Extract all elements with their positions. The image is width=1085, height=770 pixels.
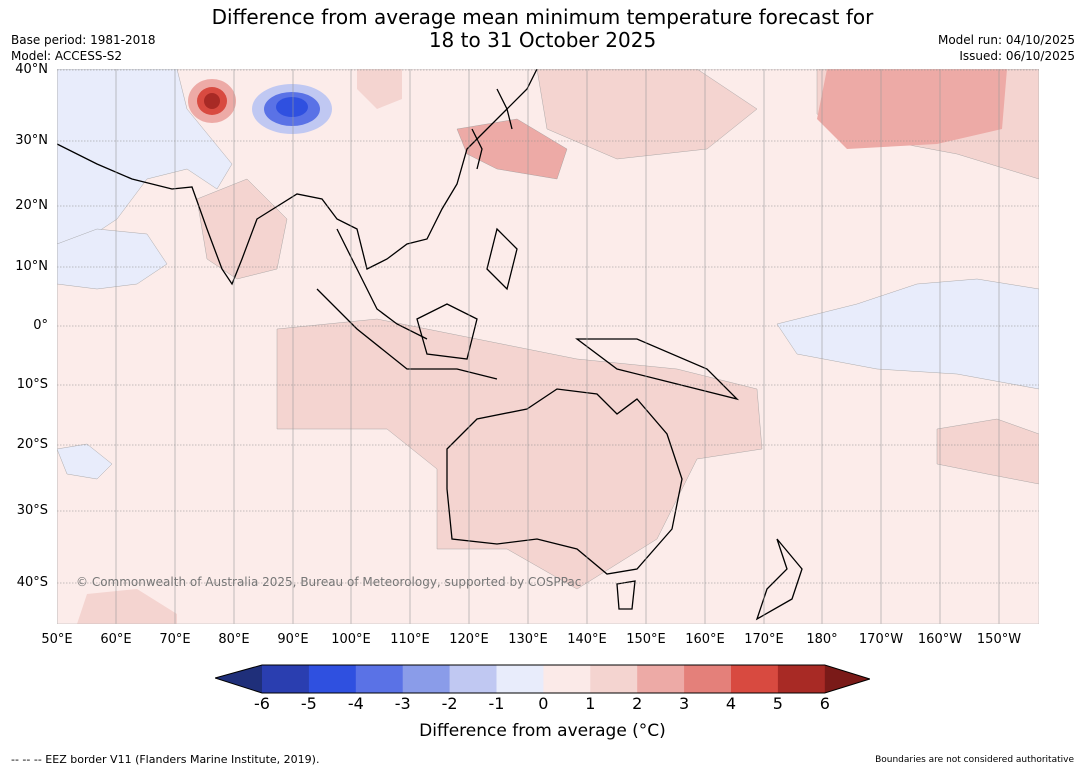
lon-label: 70°E bbox=[159, 632, 191, 647]
warm-region-east-china-sea bbox=[456, 118, 568, 180]
colorbar-tick-label: -6 bbox=[254, 694, 270, 713]
lon-label: 130°E bbox=[508, 632, 548, 647]
lon-gridlines bbox=[57, 69, 1000, 624]
warm-region-australia-indonesia bbox=[276, 318, 763, 590]
lat-label: 40°N bbox=[15, 62, 48, 77]
lon-label: 180° bbox=[806, 632, 838, 647]
model-name: Model: ACCESS-S2 bbox=[11, 49, 123, 63]
colorbar-extend-high bbox=[824, 665, 870, 693]
colorbar-tick-label: 1 bbox=[585, 694, 596, 713]
base-period: Base period: 1981-2018 bbox=[11, 33, 156, 47]
lon-label: 160°W bbox=[917, 632, 963, 647]
copyright-notice: © Commonwealth of Australia 2025, Bureau… bbox=[76, 575, 581, 589]
colorbar bbox=[215, 664, 870, 694]
colorbar-bin bbox=[590, 665, 638, 693]
colorbar-bin bbox=[637, 665, 685, 693]
asia-coastline bbox=[57, 69, 538, 286]
lon-label: 80°E bbox=[218, 632, 250, 647]
colorbar-tick-label: 4 bbox=[725, 694, 737, 713]
eez-note: -- -- -- EEZ border V11 (Flanders Marine… bbox=[11, 753, 320, 766]
colorbar-bin bbox=[262, 665, 310, 693]
colorbar-tick-label: 6 bbox=[819, 694, 830, 713]
colorbar-extend-low bbox=[215, 665, 262, 693]
lon-label: 140°E bbox=[567, 632, 607, 647]
tasmania bbox=[616, 580, 636, 610]
lon-label: 150°W bbox=[976, 632, 1022, 647]
boundary-disclaimer: Boundaries are not considered authoritat… bbox=[875, 755, 1074, 765]
warm-region-south-pacific bbox=[936, 418, 1039, 485]
colorbar-tick-label: -4 bbox=[347, 694, 364, 713]
forecast-map: © Commonwealth of Australia 2025, Bureau… bbox=[57, 69, 1039, 624]
warm-region-north-pacific-core bbox=[817, 69, 1007, 149]
colorbar-bin bbox=[496, 665, 544, 693]
colorbar-bin bbox=[777, 665, 826, 693]
sumatra-java bbox=[316, 288, 498, 380]
colorbar-bin bbox=[402, 665, 451, 693]
cool-region-arabian-sea bbox=[57, 228, 168, 290]
lon-label: 60°E bbox=[100, 632, 132, 647]
new-zealand bbox=[755, 538, 803, 621]
philippines bbox=[486, 227, 518, 291]
lat-label: 30°S bbox=[16, 503, 48, 518]
colorbar-tick-label: -2 bbox=[441, 694, 458, 713]
australia bbox=[446, 388, 683, 575]
lat-label: 30°N bbox=[15, 133, 48, 148]
lon-label: 50°E bbox=[41, 632, 73, 647]
lon-label: 160°E bbox=[685, 632, 725, 647]
colorbar-bin bbox=[308, 665, 357, 693]
lon-label: 100°E bbox=[331, 632, 371, 647]
lon-label: 150°E bbox=[626, 632, 666, 647]
colorbar-bin bbox=[543, 665, 591, 693]
lat-label: 0° bbox=[33, 318, 48, 333]
colorbar-bin bbox=[731, 665, 779, 693]
malay-peninsula bbox=[336, 228, 428, 340]
lat-label: 10°S bbox=[16, 377, 48, 392]
lat-label: 40°S bbox=[16, 575, 48, 590]
colorbar-outline bbox=[215, 664, 870, 694]
warm-region-karakoram-core bbox=[204, 93, 220, 109]
anomaly-fields bbox=[57, 69, 1039, 624]
new-guinea bbox=[575, 338, 740, 401]
colorbar-tick-label: -1 bbox=[488, 694, 505, 713]
colorbar-bin bbox=[684, 665, 732, 693]
colorbar-bin bbox=[449, 665, 497, 693]
borneo bbox=[416, 303, 478, 360]
issued-date: Issued: 06/10/2025 bbox=[959, 49, 1075, 63]
lat-label: 20°S bbox=[16, 437, 48, 452]
cool-region-equatorial-pacific bbox=[776, 278, 1039, 390]
colorbar-bin bbox=[355, 665, 404, 693]
lon-label: 110°E bbox=[390, 632, 430, 647]
model-run: Model run: 04/10/2025 bbox=[937, 33, 1075, 47]
warm-region-mongolia bbox=[357, 69, 402, 109]
cool-region-tibet-core bbox=[276, 97, 308, 117]
warm-region-india bbox=[196, 178, 288, 280]
lon-label: 90°E bbox=[277, 632, 309, 647]
warm-region-southern-ocean bbox=[77, 589, 177, 624]
korea-japan bbox=[471, 88, 513, 170]
colorbar-tick-label: -5 bbox=[300, 694, 317, 713]
colorbar-tick-label: 0 bbox=[538, 694, 549, 713]
lon-label: 170°W bbox=[858, 632, 904, 647]
colorbar-tick-label: 2 bbox=[632, 694, 643, 713]
map-title-line2: 18 to 31 October 2025 bbox=[428, 28, 657, 52]
lon-label: 170°E bbox=[744, 632, 784, 647]
coastlines bbox=[57, 69, 803, 621]
colorbar-tick-label: 3 bbox=[679, 694, 690, 713]
colorbar-tick-label: -3 bbox=[394, 694, 411, 713]
colorbar-label: Difference from average (°C) bbox=[419, 721, 666, 741]
warm-region-west-pacific bbox=[536, 69, 758, 160]
lat-label: 10°N bbox=[15, 259, 48, 274]
colorbar-tick-label: 5 bbox=[772, 694, 783, 713]
lon-label: 120°E bbox=[449, 632, 489, 647]
map-title-line1: Difference from average mean minimum tem… bbox=[211, 5, 874, 29]
lat-label: 20°N bbox=[15, 198, 48, 213]
